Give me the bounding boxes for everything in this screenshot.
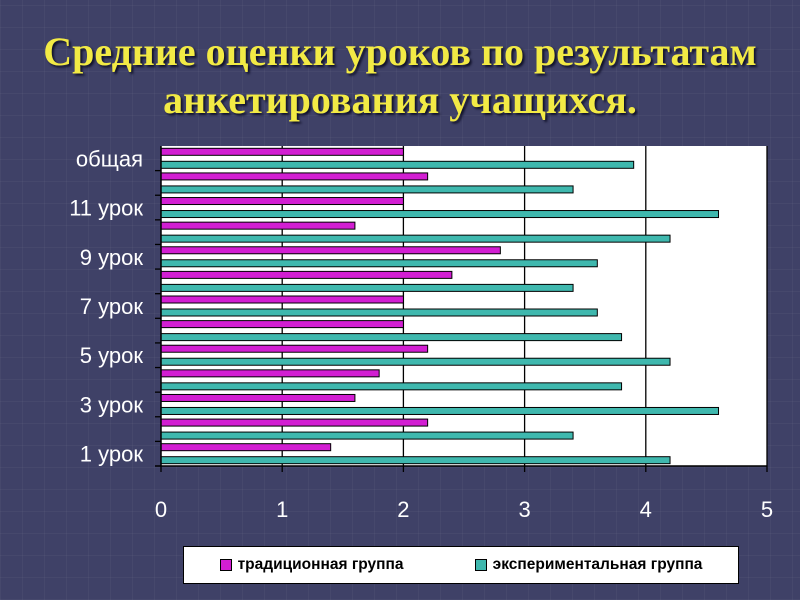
legend-label-experimental: экспериментальная группа: [492, 556, 703, 573]
legend-item-traditional: традиционная группа: [219, 556, 404, 574]
bar-experimental-13: [160, 160, 635, 169]
bar-traditional-13: [160, 147, 404, 156]
axes: [155, 146, 768, 472]
bar-traditional-7: [160, 295, 404, 304]
bar-traditional-9: [160, 246, 501, 255]
x-tick-labels: 0 1 2 3 4 5: [155, 497, 773, 522]
x-tick-label-5: 5: [761, 497, 773, 522]
bar-experimental-4: [160, 382, 623, 391]
bar-traditional-3: [160, 393, 356, 402]
y-tick-label-4: 7 урок: [80, 294, 144, 319]
bar-traditional-6: [160, 320, 404, 329]
bar-traditional-1: [160, 443, 332, 452]
legend-label-traditional: традиционная группа: [237, 556, 404, 573]
bar-experimental-3: [160, 406, 720, 415]
bar-experimental-1: [160, 456, 671, 465]
legend-swatch-traditional: [219, 559, 232, 571]
bar-traditional-12: [160, 172, 429, 181]
bar-experimental-5: [160, 357, 671, 366]
legend-item-experimental: экспериментальная группа: [474, 556, 703, 574]
y-tick-label-7: общая: [76, 146, 143, 171]
bar-traditional-11: [160, 197, 404, 206]
bar-experimental-12: [160, 185, 574, 194]
y-tick-label-3: 5 урок: [80, 343, 144, 368]
bar-experimental-9: [160, 259, 598, 268]
slide-title: Средние оценки уроков по результатам анк…: [43, 29, 757, 122]
bar-traditional-5: [160, 344, 429, 353]
bar-experimental-10: [160, 234, 671, 243]
legend: традиционная группа экспериментальная гр…: [183, 546, 739, 584]
bar-experimental-6: [160, 333, 623, 342]
y-tick-label-6: 11 урок: [69, 196, 143, 221]
bar-traditional-10: [160, 221, 356, 230]
bar-experimental-7: [160, 308, 598, 317]
y-tick-labels: 1 урок 3 урок 5 урок 7 урок 9 урок 11 урок общ…: [69, 146, 143, 466]
bars: [160, 147, 720, 465]
bar-traditional-2: [160, 418, 429, 427]
bar-experimental-8: [160, 283, 574, 292]
y-tick-label-5: 9 урок: [80, 245, 144, 270]
x-tick-label-1: 1: [276, 497, 288, 522]
bar-traditional-8: [160, 270, 453, 279]
x-tick-label-2: 2: [397, 497, 409, 522]
bar-experimental-11: [160, 210, 720, 219]
y-tick-label-2: 3 урок: [80, 392, 144, 417]
plot-area: [161, 146, 767, 466]
x-tick-label-3: 3: [518, 497, 530, 522]
y-tick-label-1: 1 урок: [80, 442, 144, 467]
x-tick-label-0: 0: [155, 497, 167, 522]
legend-swatch-experimental: [474, 559, 487, 571]
bar-experimental-2: [160, 431, 574, 440]
bar-traditional-4: [160, 369, 380, 378]
x-tick-label-4: 4: [640, 497, 652, 522]
